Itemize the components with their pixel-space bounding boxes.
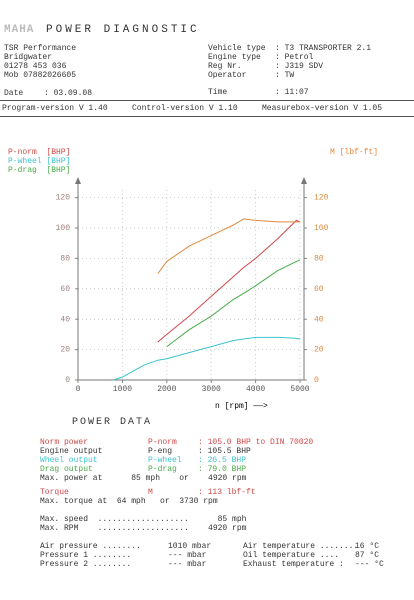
ambient-value: --- °C xyxy=(355,560,384,569)
version: Measurebox-version V 1.05 xyxy=(262,104,383,113)
version: Program-version V 1.40 xyxy=(2,104,108,113)
x-tick-label: 2000 xyxy=(157,385,176,394)
y-tick-label: 120 xyxy=(56,194,71,203)
x-tick-label: 4000 xyxy=(246,385,265,394)
row-value: : 105.0 BHP to DIN 70020 xyxy=(198,438,314,447)
y2-tick-label: 20 xyxy=(314,346,324,355)
x-tick-label: 1000 xyxy=(113,385,132,394)
x-axis-label: n [rpm] ——> xyxy=(215,402,268,411)
max-torque: Max. torque at 64 mph or 3730 rpm xyxy=(40,497,218,506)
row-value: : 79.0 BHP xyxy=(198,465,247,474)
legend-entry: P-norm [BHP] xyxy=(8,148,70,157)
row-symbol: M xyxy=(148,488,153,497)
date: : 03.09.08 xyxy=(44,89,93,98)
row-symbol: P-wheel xyxy=(148,456,182,465)
y2-tick-label: 60 xyxy=(314,285,324,294)
row-label: Drag output xyxy=(40,465,93,474)
max-power: Max. power at 85 mph or 4920 rpm xyxy=(40,474,247,483)
y-tick-label: 60 xyxy=(60,285,70,294)
logo: MAHA xyxy=(4,24,35,36)
rule xyxy=(0,100,414,101)
date-label: Date xyxy=(4,89,24,98)
series-line xyxy=(113,336,301,381)
workshop-phone: 01278 453 036 xyxy=(4,62,67,71)
y-tick-label: 100 xyxy=(56,224,71,233)
ambient-value: 1010 mbar xyxy=(168,542,212,551)
y-tick-label: 0 xyxy=(65,376,70,385)
vehicle-label: Operator xyxy=(208,71,247,80)
row-label: Engine output xyxy=(40,447,103,456)
row-value: : 113 lbf-ft xyxy=(198,488,256,497)
ambient-label: Oil temperature .... xyxy=(243,551,340,560)
vehicle-value: : Petrol xyxy=(275,53,314,62)
legend-entry: M [lbf-ft] xyxy=(330,148,378,157)
workshop-name: TSR Performance xyxy=(4,44,77,53)
time: : 11:07 xyxy=(275,88,309,97)
x-tick-label: 5000 xyxy=(290,385,309,394)
ambient-label: Pressure 1 ........ xyxy=(40,551,132,560)
x-tick-label: 3000 xyxy=(202,385,221,394)
row-label: Torque xyxy=(40,488,69,497)
row-value: : 26.5 BHP xyxy=(198,456,247,465)
row-value: : 105.5 BHP xyxy=(198,447,251,456)
ambient-label: Air pressure ........ xyxy=(40,542,141,551)
y2-tick-label: 0 xyxy=(314,376,319,385)
doc-title: POWER DIAGNOSTIC xyxy=(46,24,200,36)
workshop-town: Bridgwater xyxy=(4,53,53,62)
vehicle-label: Engine type xyxy=(208,53,261,62)
y2-tick-label: 80 xyxy=(314,255,324,264)
x-tick-label: 0 xyxy=(76,385,81,394)
row-symbol: P-drag xyxy=(148,465,177,474)
vehicle-value: : TW xyxy=(275,71,295,80)
vehicle-value: : T3 TRANSPORTER 2.1 xyxy=(275,44,372,53)
y-tick-label: 20 xyxy=(60,346,70,355)
chart: 0 20 40 60 80 100 120 0 20 40 60 80 100 120 0 1000 2000 3… xyxy=(8,148,378,411)
axis-arrow xyxy=(301,177,307,184)
time-label: Time xyxy=(208,88,228,97)
ambient-value: 87 °C xyxy=(355,551,380,560)
vehicle-label: Vehicle type xyxy=(208,44,266,53)
row-label: Norm power xyxy=(40,438,89,447)
version: Control-version V 1.10 xyxy=(132,104,238,113)
ambient-value: --- mbar xyxy=(168,560,207,569)
section-title: POWER DATA xyxy=(72,417,153,428)
rule xyxy=(0,116,414,117)
series-line xyxy=(157,219,301,343)
ambient-label: Exhaust temperature : xyxy=(243,560,344,569)
series-line xyxy=(157,218,300,274)
y2-tick-label: 40 xyxy=(314,315,324,324)
legend-entry: P-drag [BHP] xyxy=(8,166,70,175)
y2-tick-label: 100 xyxy=(314,224,329,233)
row-label: Wheel output xyxy=(40,456,98,465)
y2-tick-label: 120 xyxy=(314,194,329,203)
vehicle-label: Reg Nr. xyxy=(208,62,242,71)
legend-entry: P-wheel [BHP] xyxy=(8,157,70,166)
series-line xyxy=(166,259,301,347)
ambient-value: --- mbar xyxy=(168,551,207,560)
y-tick-label: 80 xyxy=(60,255,70,264)
vehicle-value: : J319 SDV xyxy=(275,62,324,71)
y-tick-label: 40 xyxy=(60,315,70,324)
workshop-mobile: Mob 07882026605 xyxy=(4,71,77,80)
axis-arrow xyxy=(75,177,81,184)
ambient-value: 16 °C xyxy=(355,542,380,551)
ambient-label: Air temperature ........ xyxy=(243,542,359,551)
max-rpm: Max. RPM ................... 4920 rpm xyxy=(40,524,247,533)
row-symbol: P-norm xyxy=(148,438,177,447)
ambient-label: Pressure 2 ........ xyxy=(40,560,132,569)
row-symbol: P-eng xyxy=(148,447,173,456)
max-speed: Max. speed ................... 85 mph xyxy=(40,515,247,524)
